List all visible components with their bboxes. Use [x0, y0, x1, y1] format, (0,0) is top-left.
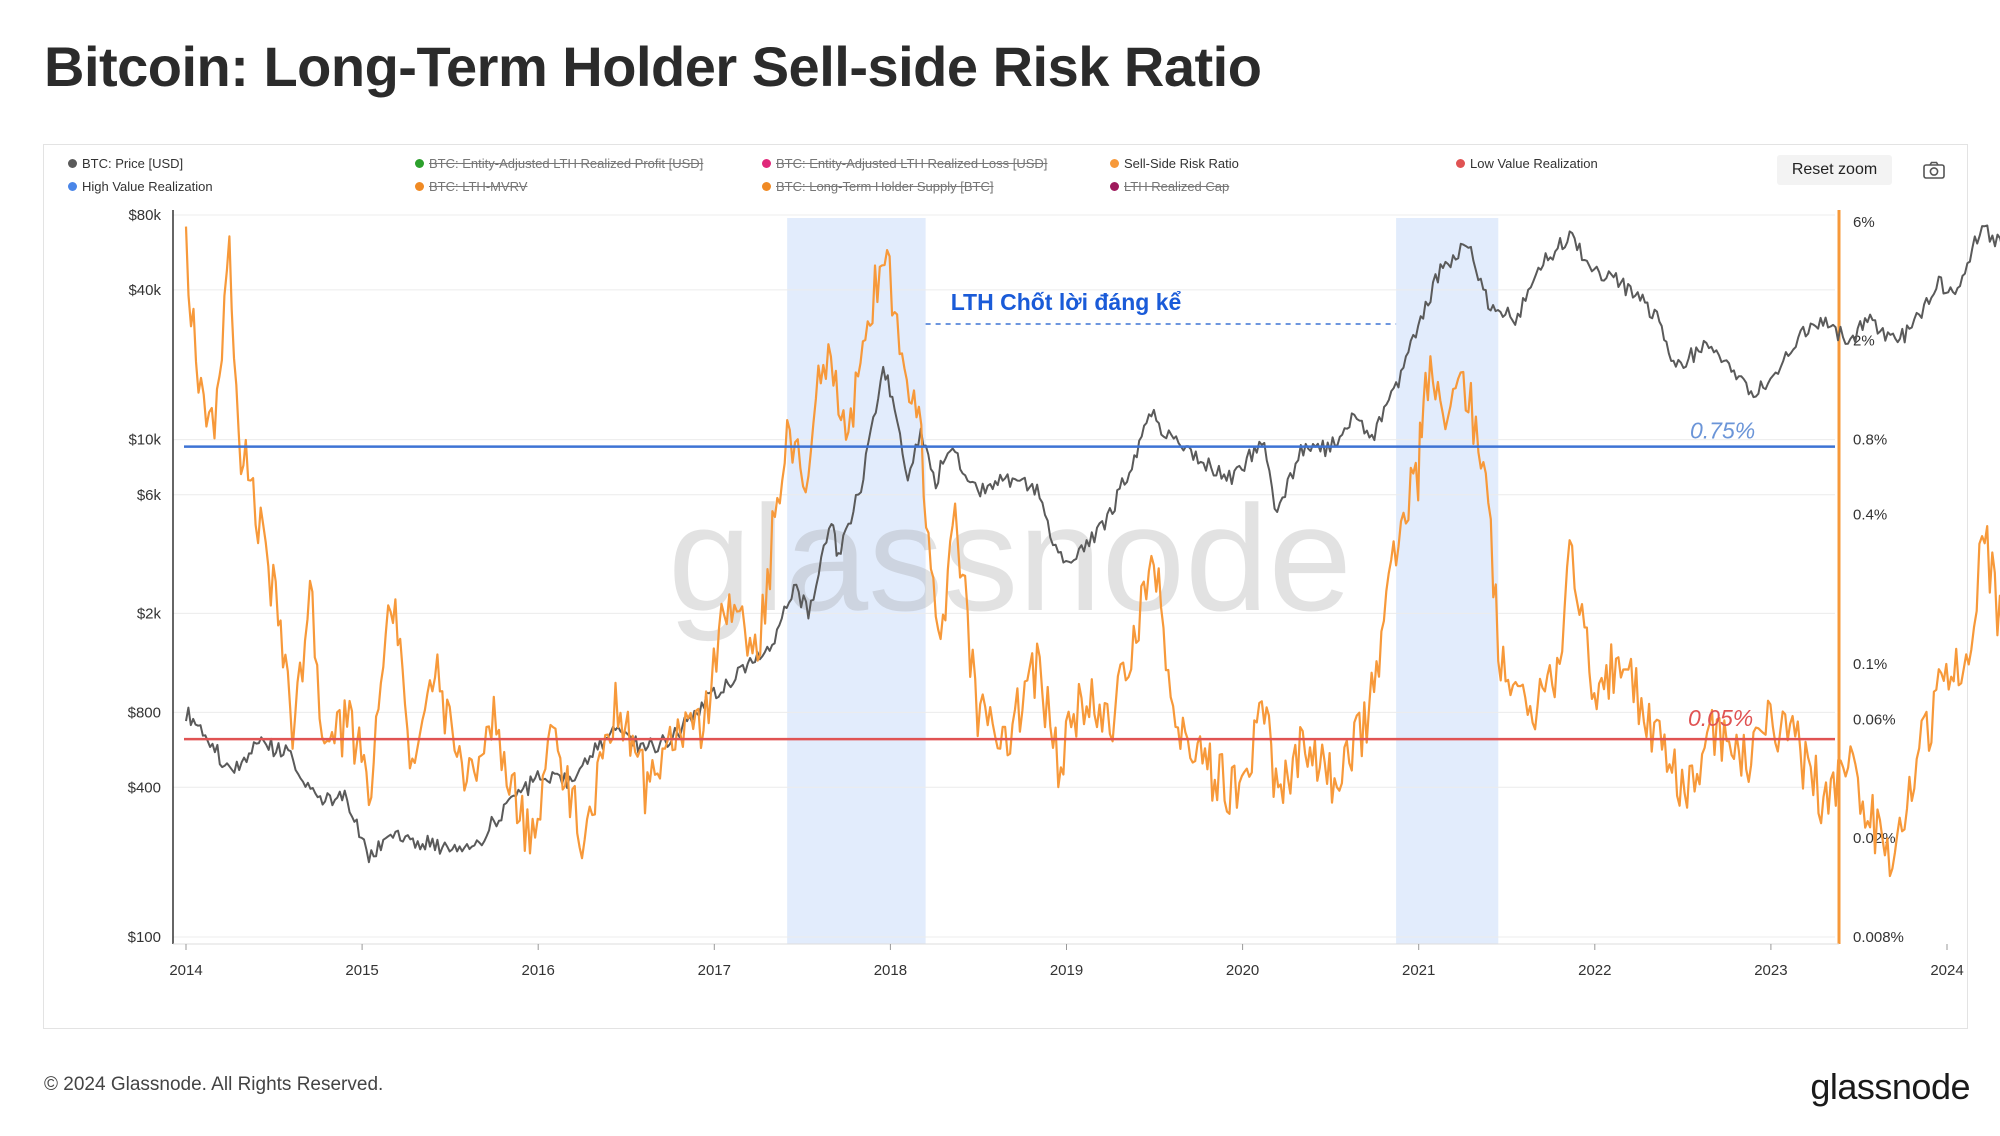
x-tick-label: 2024	[1930, 962, 1963, 979]
legend-item[interactable]: Sell-Side Risk Ratio	[1110, 156, 1239, 171]
legend-marker-icon	[68, 182, 77, 191]
y-right-tick-label: 0.008%	[1853, 929, 1904, 946]
y-left-tick-label: $10k	[128, 432, 161, 449]
page-title: Bitcoin: Long-Term Holder Sell-side Risk…	[44, 35, 1262, 98]
x-tick-label: 2023	[1754, 962, 1787, 979]
profit-taking-annotation: LTH Chốt lời đáng kể	[951, 289, 1182, 315]
glassnode-logo: glassnode	[1810, 1066, 1970, 1107]
sell-side-risk-ratio-line	[184, 226, 2000, 878]
y-left-tick-label: $400	[128, 779, 161, 796]
x-tick-label: 2022	[1578, 962, 1611, 979]
y-right-tick-label: 2%	[1853, 333, 1875, 350]
y-left-tick-label: $80k	[128, 207, 161, 224]
legend-item[interactable]: BTC: Entity-Adjusted LTH Realized Loss […	[762, 156, 1047, 171]
legend-marker-icon	[1456, 159, 1465, 168]
y-right-tick-label: 0.1%	[1853, 656, 1887, 673]
x-tick-label: 2017	[698, 962, 731, 979]
y-right-tick-label: 6%	[1853, 214, 1875, 231]
legend-marker-icon	[762, 182, 771, 191]
y-right-tick-label: 0.06%	[1853, 711, 1896, 728]
y-left-tick-label: $800	[128, 704, 161, 721]
y-right-tick-label: 0.4%	[1853, 506, 1887, 523]
legend-label: BTC: LTH-MVRV	[429, 179, 528, 194]
legend-item[interactable]: BTC: Price [USD]	[68, 156, 183, 171]
chart-frame	[43, 144, 1968, 1029]
btc-price-line	[185, 224, 2000, 864]
legend-label: Sell-Side Risk Ratio	[1124, 156, 1239, 171]
x-tick-label: 2019	[1050, 962, 1083, 979]
legend-item[interactable]: High Value Realization	[68, 179, 213, 194]
highlight-band	[787, 218, 926, 944]
legend-label: Low Value Realization	[1470, 156, 1598, 171]
y-left-tick-label: $6k	[137, 487, 162, 504]
x-tick-label: 2015	[345, 962, 378, 979]
y-left-tick-label: $40k	[128, 282, 161, 299]
legend-label: BTC: Entity-Adjusted LTH Realized Profit…	[429, 156, 704, 171]
x-tick-label: 2020	[1226, 962, 1259, 979]
low-threshold-label: 0.05%	[1688, 705, 1753, 731]
footer-copyright: © 2024 Glassnode. All Rights Reserved.	[44, 1074, 384, 1095]
legend-marker-icon	[415, 159, 424, 168]
legend-marker-icon	[1110, 182, 1119, 191]
legend-label: BTC: Price [USD]	[82, 156, 184, 171]
y-left-tick-label: $100	[128, 929, 161, 946]
legend-label: BTC: Entity-Adjusted LTH Realized Loss […	[776, 156, 1048, 171]
high-threshold-label: 0.75%	[1690, 418, 1755, 444]
x-tick-label: 2016	[522, 962, 555, 979]
x-tick-label: 2021	[1402, 962, 1435, 979]
legend-item[interactable]: Low Value Realization	[1456, 156, 1598, 171]
legend-label: High Value Realization	[82, 179, 213, 194]
legend-item[interactable]: BTC: Entity-Adjusted LTH Realized Profit…	[415, 156, 703, 171]
y-left-tick-label: $2k	[137, 605, 162, 622]
y-right-tick-label: 0.8%	[1853, 432, 1887, 449]
camera-icon[interactable]	[1922, 160, 1946, 180]
legend-marker-icon	[68, 159, 77, 168]
legend-label: BTC: Long-Term Holder Supply [BTC]	[776, 179, 994, 194]
legend-item[interactable]: BTC: Long-Term Holder Supply [BTC]	[762, 179, 993, 194]
legend-item[interactable]: BTC: LTH-MVRV	[415, 179, 527, 194]
reset-zoom-button[interactable]: Reset zoom	[1777, 155, 1892, 185]
highlight-band	[1396, 218, 1499, 944]
legend-label: LTH Realized Cap	[1124, 179, 1230, 194]
legend-marker-icon	[415, 182, 424, 191]
legend-marker-icon	[1110, 159, 1119, 168]
x-tick-label: 2018	[874, 962, 907, 979]
legend-item[interactable]: LTH Realized Cap	[1110, 179, 1229, 194]
legend-marker-icon	[762, 159, 771, 168]
x-tick-label: 2014	[169, 962, 202, 979]
